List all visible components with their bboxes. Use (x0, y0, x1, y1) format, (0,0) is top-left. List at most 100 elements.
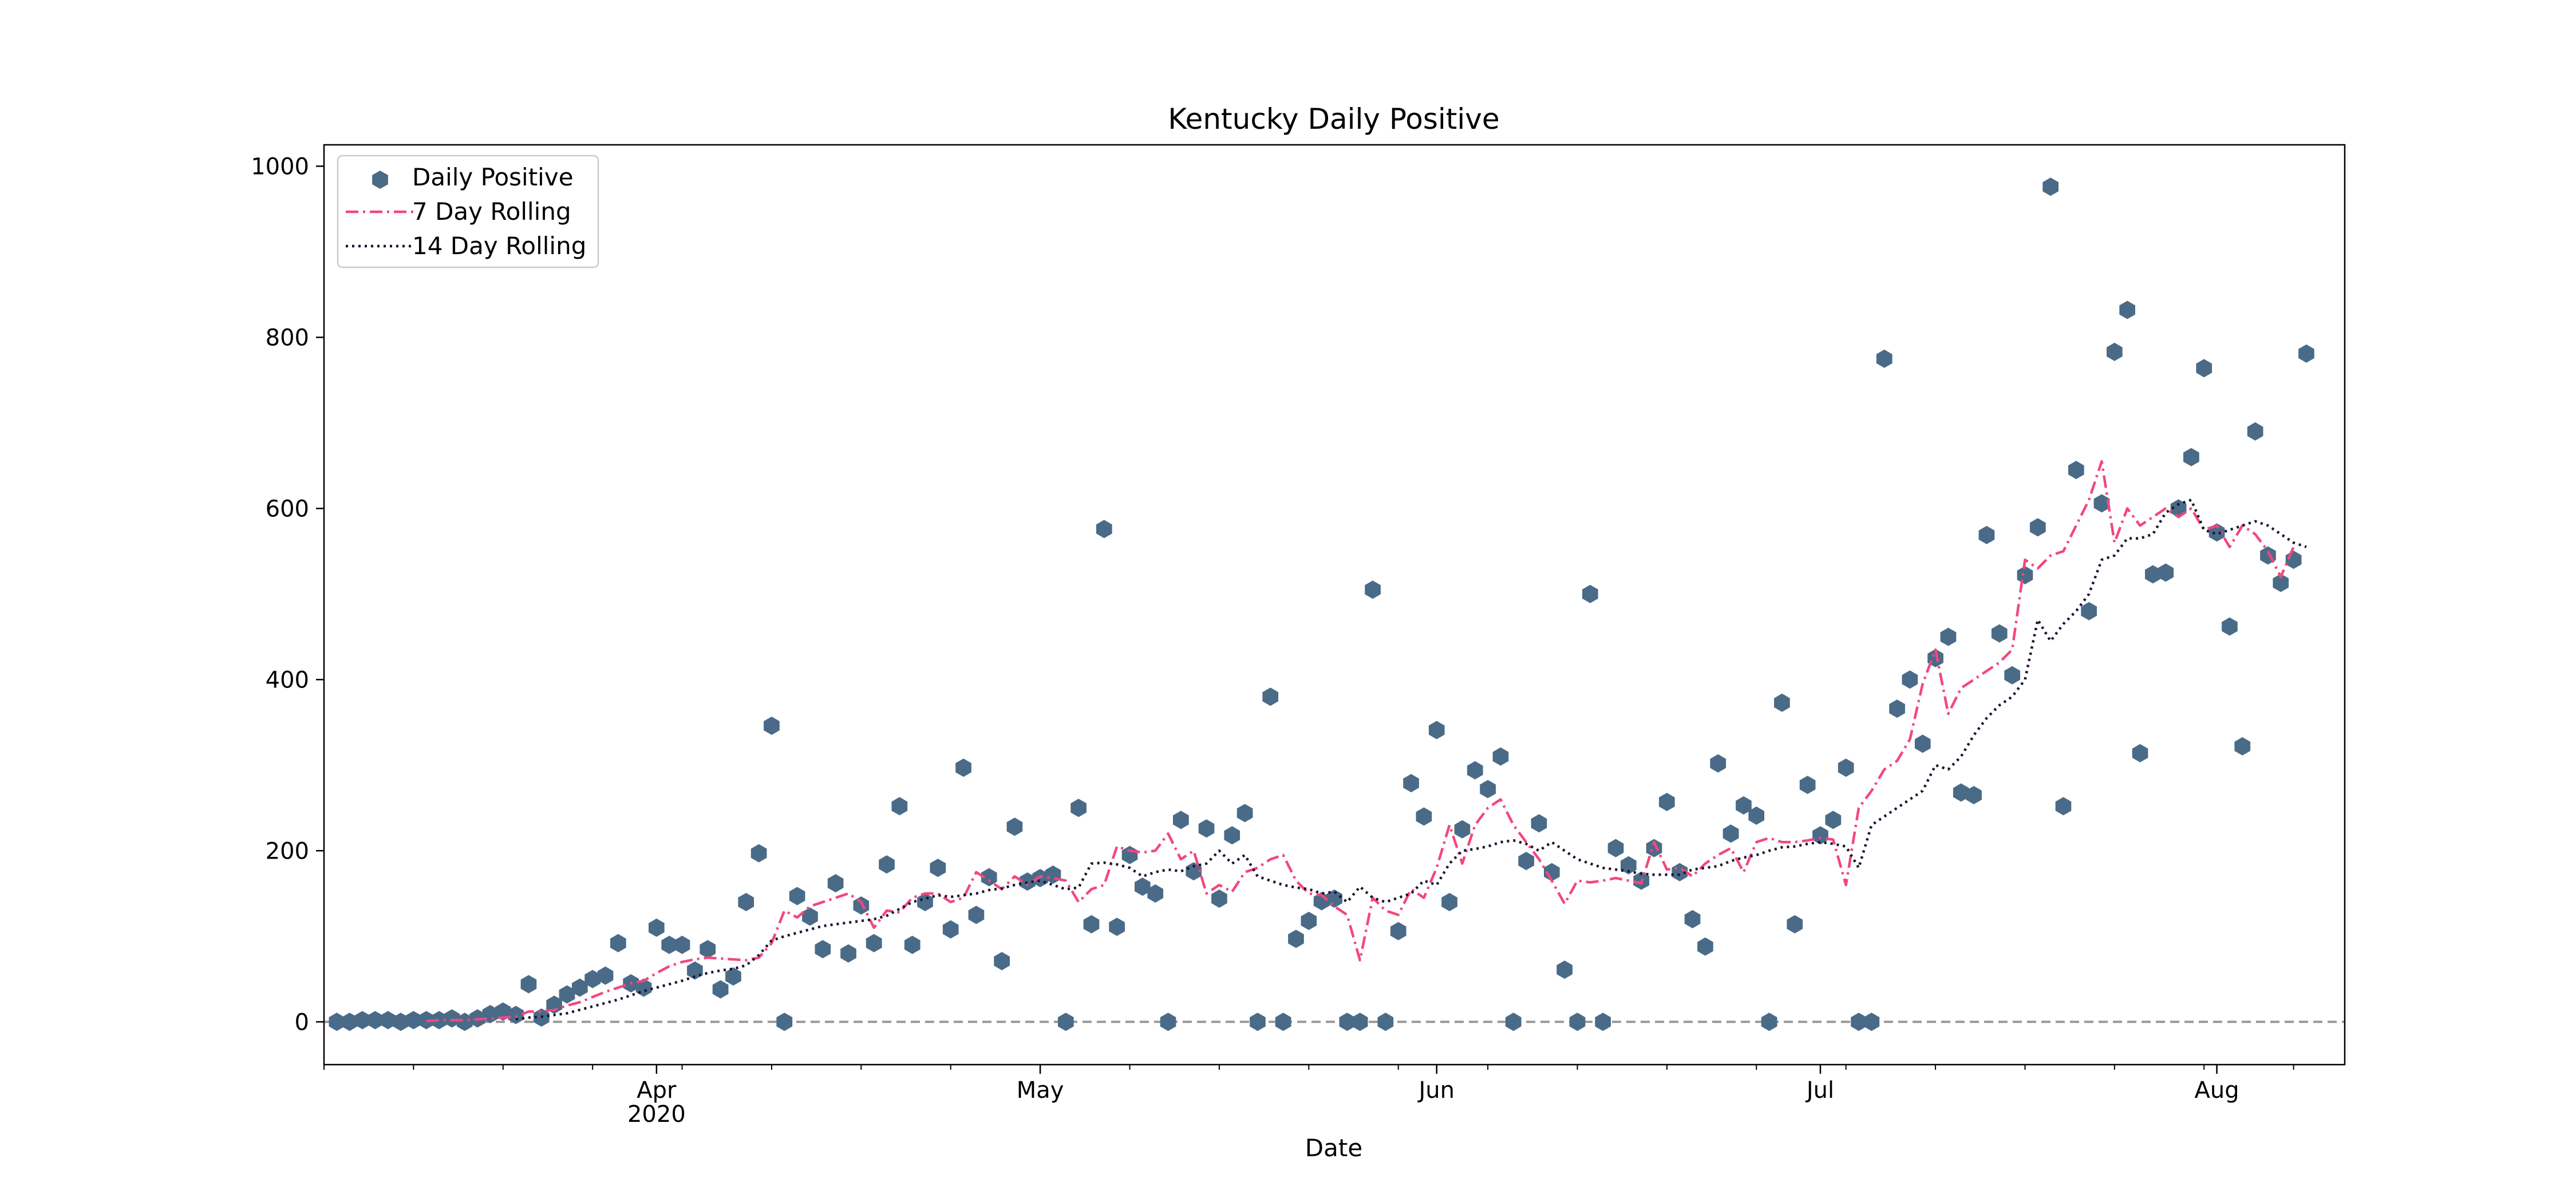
data-point (1799, 776, 1816, 794)
data-point (1480, 780, 1496, 798)
data-point (341, 1013, 358, 1031)
data-point (1441, 893, 1457, 911)
data-point (354, 1011, 370, 1030)
data-point (802, 907, 818, 926)
data-point (1186, 862, 1202, 881)
data-point (2004, 666, 2020, 685)
data-point (1736, 796, 1752, 815)
data-point (789, 887, 805, 906)
data-point (1160, 1013, 1176, 1031)
data-point (1352, 1013, 1368, 1031)
data-point (1173, 810, 1189, 829)
data-point (329, 1013, 345, 1031)
data-point (2055, 797, 2072, 816)
data-point (1377, 1013, 1394, 1031)
data-point (827, 874, 844, 893)
data-point (661, 935, 678, 954)
data-point (1710, 754, 1726, 773)
data-point (1224, 826, 1240, 845)
data-point (1518, 852, 1534, 871)
y-tick-label: 0 (295, 1009, 309, 1035)
data-point (2093, 494, 2110, 513)
data-point (1544, 863, 1560, 881)
data-point (1659, 793, 1675, 812)
data-point (597, 966, 614, 985)
x-tick-label: Aug (2195, 1077, 2239, 1104)
data-point (891, 797, 908, 816)
data-point (405, 1011, 422, 1030)
legend-label-7-day-rolling: 7 Day Rolling (412, 197, 571, 226)
data-point (1851, 1013, 1867, 1031)
data-point (2029, 518, 2046, 537)
data-point (431, 1011, 447, 1030)
data-point (1365, 580, 1381, 599)
data-point (2183, 448, 2199, 466)
chart-title: Kentucky Daily Positive (1168, 102, 1499, 136)
data-point (2158, 563, 2174, 582)
data-point (1863, 1013, 1880, 1031)
data-point (2119, 300, 2135, 319)
y-tick-label: 1000 (251, 153, 309, 180)
data-point (1787, 915, 1803, 934)
data-point (1505, 1013, 1522, 1031)
data-point (866, 934, 882, 952)
data-point (1531, 814, 1547, 833)
data-point (1889, 699, 1905, 718)
data-point (674, 935, 690, 954)
plot-series (329, 177, 2314, 1031)
data-point (1339, 1013, 1356, 1031)
data-point (1250, 1013, 1266, 1031)
data-point (572, 978, 588, 997)
legend-box (337, 155, 599, 268)
data-point (1902, 670, 1918, 689)
data-point (815, 940, 831, 959)
x-axis-label: Date (1305, 1134, 1362, 1162)
data-point (508, 1006, 524, 1025)
data-point (904, 935, 920, 954)
y-axis-ticks: 0 200 400 600 800 1000 (251, 153, 324, 1035)
data-point (1991, 624, 2008, 643)
data-point (994, 952, 1010, 971)
data-point (712, 980, 729, 999)
data-point (649, 918, 665, 937)
data-point (840, 944, 856, 963)
data-point (930, 859, 946, 877)
data-point (955, 758, 971, 777)
data-point (725, 967, 741, 986)
x-tick-label: Jul (1805, 1077, 1834, 1104)
data-point (1748, 806, 1765, 825)
data-point (1595, 1013, 1611, 1031)
data-point (2298, 344, 2314, 363)
data-point (520, 975, 537, 994)
data-point (687, 961, 703, 980)
data-point (1275, 1013, 1291, 1031)
y-tick-label: 800 (266, 325, 309, 351)
x-tick-label: Jun (1417, 1077, 1455, 1104)
data-point (1940, 627, 1957, 646)
x-tick-label: Apr (637, 1077, 677, 1104)
legend-entry-daily-positive: Daily Positive (372, 163, 574, 191)
data-point (1390, 922, 1406, 940)
data-point (1556, 960, 1573, 979)
data-point (444, 1009, 460, 1028)
y-tick-label: 600 (266, 496, 309, 522)
data-point (1953, 783, 1969, 802)
data-point (584, 970, 600, 989)
data-point (2068, 461, 2084, 480)
data-point (1096, 520, 1112, 539)
data-point (2234, 737, 2251, 756)
data-point (1326, 889, 1342, 908)
data-point (1006, 817, 1023, 836)
y-tick-label: 200 (266, 838, 309, 864)
legend-entry-14-day-rolling: 14 Day Rolling (346, 232, 586, 260)
data-point (1109, 918, 1125, 936)
data-point (1966, 786, 1982, 805)
legend-marker-daily-positive (372, 171, 388, 189)
legend-entry-7-day-rolling: 7 Day Rolling (346, 197, 571, 226)
data-point (367, 1011, 384, 1030)
data-point (968, 906, 985, 924)
data-point (1403, 774, 1419, 793)
data-point (2107, 342, 2123, 361)
data-point (981, 868, 997, 887)
